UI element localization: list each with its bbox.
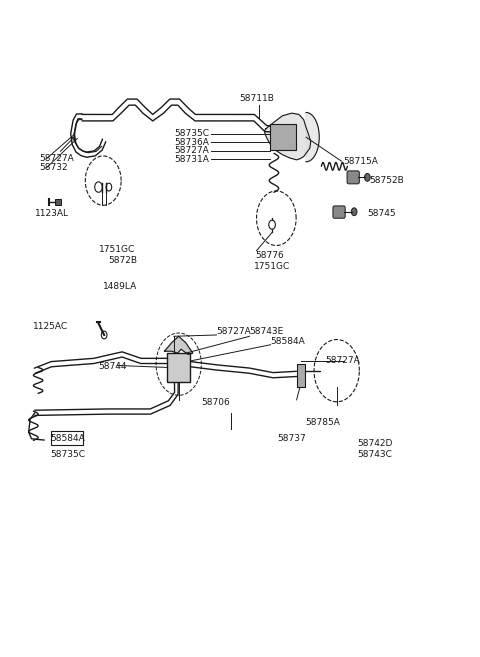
Text: 58584A: 58584A [271, 337, 305, 346]
Text: 58735C: 58735C [174, 129, 209, 139]
Bar [55, 200, 61, 204]
Circle shape [101, 331, 107, 339]
Text: 1489LA: 1489LA [103, 282, 137, 291]
Text: 58785A: 58785A [305, 418, 340, 427]
Polygon shape [264, 113, 311, 160]
Circle shape [269, 220, 276, 229]
Polygon shape [306, 112, 319, 162]
Text: 58727A: 58727A [325, 357, 360, 365]
Text: 58727A: 58727A [175, 147, 209, 155]
Text: 58736A: 58736A [174, 138, 209, 147]
Bar [270, 124, 296, 150]
Text: 58776: 58776 [255, 252, 284, 260]
Text: 58731A: 58731A [174, 154, 209, 164]
Text: 58742D: 58742D [357, 439, 392, 448]
Text: 58706: 58706 [201, 398, 230, 407]
Polygon shape [165, 336, 193, 354]
Text: 58584A: 58584A [50, 434, 85, 443]
Text: 58752B: 58752B [370, 176, 405, 185]
Text: 58744: 58744 [98, 362, 127, 371]
Text: 58743E: 58743E [250, 327, 284, 336]
Text: 1125AC: 1125AC [34, 322, 69, 331]
Circle shape [351, 208, 357, 215]
Text: 58727A: 58727A [39, 154, 74, 163]
Circle shape [106, 183, 112, 191]
Text: 58743C: 58743C [357, 450, 392, 459]
Text: 58732: 58732 [39, 163, 68, 172]
FancyBboxPatch shape [347, 171, 360, 184]
FancyBboxPatch shape [333, 206, 345, 218]
Text: 58727A: 58727A [216, 327, 251, 336]
Text: 1751GC: 1751GC [254, 261, 290, 271]
Text: 58745: 58745 [367, 209, 396, 218]
Bar [167, 353, 191, 382]
Bar [51, 431, 84, 445]
Text: 58737: 58737 [277, 434, 306, 443]
Text: 58715A: 58715A [343, 156, 378, 166]
Bar [297, 364, 305, 387]
Circle shape [364, 173, 370, 181]
Text: 58735C: 58735C [50, 451, 85, 459]
Text: 1751GC: 1751GC [98, 246, 135, 254]
Circle shape [95, 182, 102, 193]
Text: 58711B: 58711B [239, 95, 274, 103]
Text: 1123AL: 1123AL [35, 209, 69, 218]
Text: 5872B: 5872B [108, 256, 137, 265]
